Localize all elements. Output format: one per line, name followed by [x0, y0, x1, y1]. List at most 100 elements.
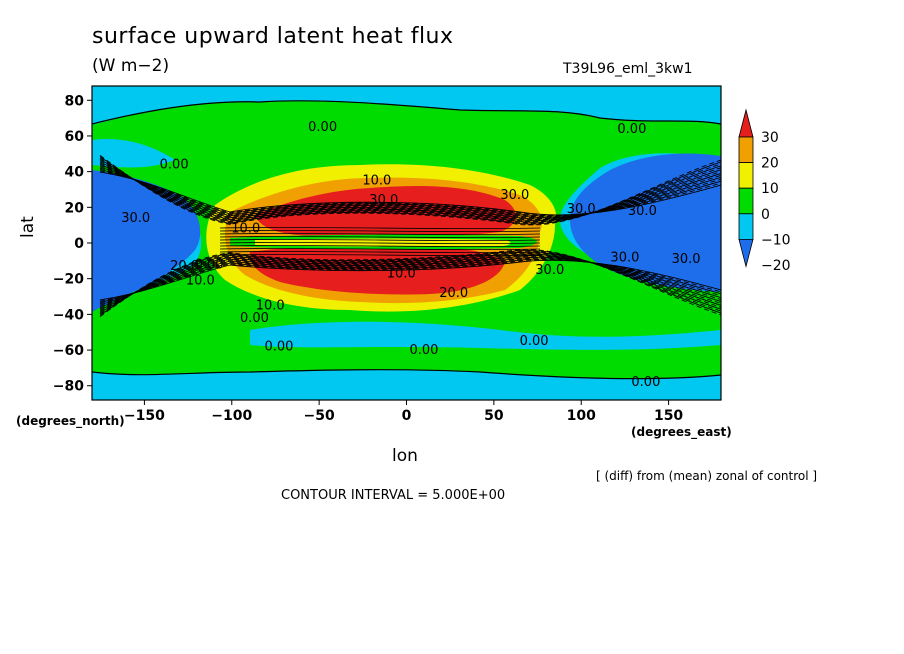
x-tick-label: −50: [304, 408, 335, 424]
contour-line: [219, 227, 541, 229]
contour-label: 0.00: [160, 158, 189, 173]
contour-label: 30.0: [567, 202, 596, 217]
contour-line: [219, 236, 541, 238]
colorbar-segment: [738, 162, 754, 189]
contour-line: [99, 256, 721, 307]
contour-line: [99, 249, 721, 316]
x-axis-label: lon: [392, 446, 418, 466]
contour-line: [219, 254, 541, 256]
colorbar-label: −10: [761, 232, 791, 248]
contour-label: 0.00: [195, 257, 224, 272]
colorbar-segment: [738, 239, 754, 268]
region-negative-patch: [250, 321, 721, 350]
x-axis: −150 −100 −50 0 50 100 150: [124, 400, 683, 424]
contour-line: [99, 254, 721, 310]
y-tick-label: −60: [53, 343, 84, 359]
contour-line: [99, 154, 721, 226]
contour-line: [219, 230, 541, 232]
contour-lines: [92, 100, 721, 380]
contour-line: [219, 245, 541, 247]
region-negative-10-20-west: [92, 170, 201, 312]
y-tick-label: 20: [65, 200, 85, 216]
x-tick-label: 0: [402, 408, 412, 424]
colorbar-segment: [738, 213, 754, 240]
x-tick-label: −100: [211, 408, 252, 424]
colorbar-segment: [738, 187, 754, 215]
contour-label: 0.00: [520, 334, 549, 349]
contour-label: 10.0: [387, 266, 416, 281]
region-negative-patch: [92, 139, 175, 168]
contour-label: 10.0: [362, 174, 391, 189]
colorbar-label: −20: [761, 258, 791, 274]
contour-line: [219, 248, 541, 250]
region-negative-10-20-east: [570, 153, 721, 292]
y-tick-label: −40: [53, 307, 84, 323]
contour-line: [219, 251, 541, 253]
contour-line: [219, 242, 541, 244]
y-tick-label: 40: [65, 165, 85, 181]
colorbar-label: 30: [761, 130, 779, 146]
contour-label: 30.0: [610, 250, 639, 265]
x-tick-label: 100: [567, 408, 596, 424]
contour-label: 30.0: [672, 252, 701, 267]
contour-line: [99, 160, 721, 222]
contour-label: 0.00: [409, 343, 438, 358]
contour-interval: CONTOUR INTERVAL = 5.000E+00: [281, 488, 506, 503]
colorbar-label: 10: [761, 181, 779, 197]
contour-label: 10.0: [186, 273, 215, 288]
y-tick-label: 60: [65, 129, 85, 145]
chart-units: (W m−2): [92, 56, 170, 76]
y-tick-label: 80: [65, 93, 85, 109]
colorbar: 30 20 10 0 −10 −20: [738, 108, 791, 274]
contour-label: 0.00: [308, 120, 337, 135]
contour-line: [99, 169, 721, 217]
chart-title: surface upward latent heat flux: [92, 24, 454, 49]
contour-line: [99, 252, 721, 312]
contour-label: 20.0: [170, 259, 199, 274]
colorbar-segment: [738, 136, 754, 164]
contour-line: [219, 233, 541, 235]
contour-line: [99, 167, 721, 218]
x-tick-label: −150: [124, 408, 165, 424]
contour-label: 30.0: [500, 188, 529, 203]
x-tick-label: 150: [654, 408, 683, 424]
contour-label: 20.0: [439, 286, 468, 301]
contour-line-zero: [92, 100, 721, 125]
contour-line: [99, 257, 721, 305]
contour-line: [99, 158, 721, 223]
colorbar-label: 0: [761, 207, 770, 223]
contour-line: [99, 162, 721, 221]
contour-label: 0.00: [264, 339, 293, 354]
run-label: T39L96_eml_3kw1: [563, 61, 693, 77]
colorbar-segment: [738, 108, 754, 138]
contour-label: 0.00: [240, 311, 269, 326]
y-axis: −80 −60 −40 −20 0 20 40 60 80: [53, 93, 92, 395]
contour-line: [99, 250, 721, 315]
contour-label: 30.0: [535, 263, 564, 278]
contour-line: [219, 239, 541, 241]
contour-line: [99, 256, 721, 306]
difference-note: [ (diff) from (mean) zonal of control ]: [596, 469, 818, 483]
contour-label: 10.0: [231, 222, 260, 237]
contour-line: [99, 249, 721, 318]
contour-line: [99, 157, 721, 224]
y-tick-label: −20: [53, 272, 84, 288]
colorbar-label: 20: [761, 156, 779, 172]
contour-label: 0.00: [617, 122, 646, 137]
y-tick-label: −80: [53, 379, 84, 395]
y-unit-label: (degrees_north): [16, 414, 125, 428]
contour-label: 30.0: [628, 204, 657, 219]
contour-label: 10.0: [256, 298, 285, 313]
contour-line-zero: [92, 369, 721, 380]
x-tick-label: 50: [484, 408, 504, 424]
contour-label: 30.0: [369, 193, 398, 208]
y-tick-label: 0: [74, 236, 84, 252]
contour-line: [99, 161, 721, 222]
contour-line: [99, 251, 721, 314]
contour-label: 30.0: [121, 211, 150, 226]
contour-line: [99, 165, 721, 219]
x-unit-label: (degrees_east): [631, 425, 732, 439]
